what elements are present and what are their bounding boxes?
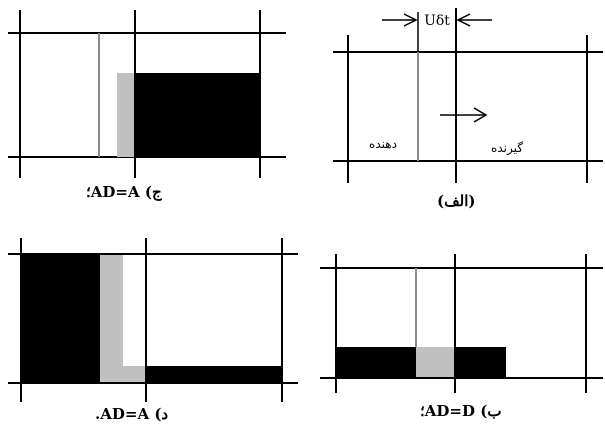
flow-arrowhead-icon [473, 107, 488, 123]
black-fill-region [135, 73, 260, 157]
dimension-label: Uδt [424, 13, 450, 29]
gray-fill-region [100, 254, 123, 383]
gray-fill-foot [123, 366, 146, 383]
gray-fill-region [416, 347, 455, 378]
panel-top-right: Uδt دهنده گیرنده [333, 8, 603, 183]
black-fill-left [336, 347, 416, 378]
gray-fill-region [117, 73, 135, 157]
caption-panel-be: ب) AD=D؛ [420, 402, 502, 420]
black-fill-right [455, 347, 506, 378]
black-fill-region [21, 254, 100, 383]
panel-bottom-left [8, 238, 298, 402]
arrowhead-left-icon [456, 13, 471, 27]
panel-bottom-right [320, 254, 603, 393]
arrowhead-right-icon [403, 13, 418, 27]
receiver-label: گیرنده [491, 141, 523, 156]
panel-top-left [8, 10, 286, 178]
donor-label: دهنده [369, 137, 397, 151]
caption-panel-j: ج) AD=A؛ [86, 183, 162, 201]
black-fill-strip [146, 366, 282, 383]
caption-panel-dal: د) AD=A. [95, 405, 169, 423]
caption-panel-alef: (الف) [437, 192, 476, 210]
